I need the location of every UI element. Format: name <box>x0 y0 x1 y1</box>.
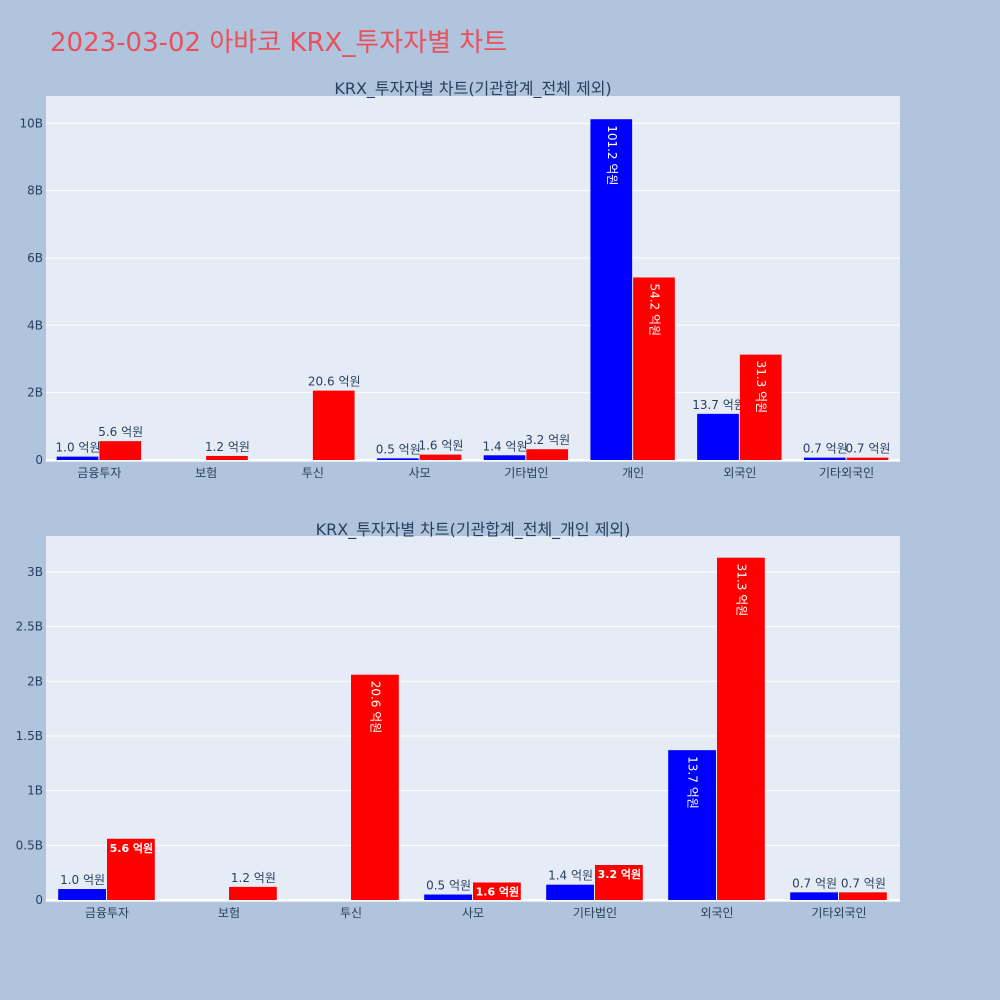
data-label: 1.2 억원 <box>205 440 250 454</box>
bar <box>633 277 675 460</box>
bar <box>526 449 569 460</box>
y-tick-label: 8B <box>27 184 43 198</box>
data-label: 0.7 억원 <box>803 442 848 456</box>
chart-1: KRX_투자자별 차트(기관합계_전체 제외) 0 2B 4B 6B 8B 10B 금융투자 1… <box>19 79 900 480</box>
data-label: 101.2 억원 <box>605 125 619 185</box>
data-label: 1.2 억원 <box>231 871 276 885</box>
data-label: 13.7 억원 <box>686 756 700 809</box>
x-tick-label: 금융투자 <box>85 906 129 920</box>
x-tick-label: 보험 <box>195 466 217 480</box>
data-label: 0.5 억원 <box>376 442 421 456</box>
data-label: 1.4 억원 <box>483 439 528 453</box>
bar <box>312 390 355 460</box>
bar <box>58 889 106 900</box>
bar <box>546 884 594 900</box>
y-tick-label: 2.5B <box>16 620 43 634</box>
y-tick-label: 0 <box>35 893 43 907</box>
bar <box>739 354 782 460</box>
data-label: 31.3 억원 <box>734 564 748 617</box>
x-tick-label: 사모 <box>462 906 484 920</box>
bar <box>697 413 739 460</box>
x-tick-label: 사모 <box>409 466 431 480</box>
data-label: 20.6 억원 <box>308 375 361 389</box>
y-tick-label: 0.5B <box>16 838 43 852</box>
y-tick-label: 6B <box>27 251 43 265</box>
y-tick-label: 4B <box>27 318 43 332</box>
x-tick-label: 보험 <box>218 906 240 920</box>
data-label: 1.0 억원 <box>56 441 101 455</box>
data-label: 0.7 억원 <box>792 876 837 890</box>
chart-title: KRX_투자자별 차트(기관합계_전체_개인 제외) <box>316 520 631 540</box>
bar <box>790 892 838 900</box>
data-label: 1.6 억원 <box>418 439 463 453</box>
data-label: 5.6 억원 <box>98 425 143 439</box>
data-label: 0.7 억원 <box>841 876 886 890</box>
bar <box>376 458 419 460</box>
bar <box>717 557 765 900</box>
bar <box>206 455 248 460</box>
x-tick-label: 투신 <box>302 466 324 480</box>
bar <box>351 674 399 900</box>
data-label: 1.6 억원 <box>476 885 520 899</box>
x-tick-label: 기타외국인 <box>819 466 874 480</box>
bar <box>595 865 643 900</box>
data-label: 0.5 억원 <box>426 879 471 893</box>
data-label: 20.6 억원 <box>368 681 382 734</box>
x-tick-label: 기타외국인 <box>811 906 866 920</box>
bar <box>473 882 521 900</box>
data-label: 31.3 억원 <box>754 361 768 414</box>
x-tick-label: 금융투자 <box>77 466 121 480</box>
bar <box>229 886 277 900</box>
chart-title: KRX_투자자별 차트(기관합계_전체 제외) <box>334 79 611 99</box>
data-label: 5.6 억원 <box>110 841 154 855</box>
chart-2: KRX_투자자별 차트(기관합계_전체_개인 제외) 0 0.5B 1B 1.5B 2B 2… <box>16 520 900 920</box>
bar <box>483 455 526 460</box>
y-tick-label: 10B <box>19 116 43 130</box>
data-label: 1.0 억원 <box>60 873 105 887</box>
plot-area <box>46 536 900 902</box>
bar <box>424 894 472 900</box>
bar <box>419 454 462 460</box>
y-tick-label: 3B <box>27 565 43 579</box>
data-label: 1.4 억원 <box>548 869 593 883</box>
y-tick-label: 2B <box>27 386 43 400</box>
data-label: 13.7 억원 <box>692 398 745 412</box>
bar <box>590 119 633 461</box>
data-label: 3.2 억원 <box>525 433 570 447</box>
x-tick-label: 기타법인 <box>504 466 548 480</box>
x-tick-label: 외국인 <box>723 466 756 480</box>
y-tick-label: 2B <box>27 674 43 688</box>
bar <box>803 457 846 460</box>
data-label: 54.2 억원 <box>647 283 661 336</box>
bar <box>668 750 716 900</box>
data-label: 0.7 억원 <box>845 442 890 456</box>
bar <box>846 457 889 460</box>
x-tick-label: 외국인 <box>700 906 733 920</box>
y-tick-label: 1.5B <box>16 729 43 743</box>
bar <box>839 892 887 900</box>
page-title: 2023-03-02 아바코 KRX_투자자별 차트 <box>50 28 508 58</box>
y-tick-label: 0 <box>35 453 43 467</box>
bar <box>99 441 142 460</box>
bar <box>107 838 155 900</box>
data-label: 3.2 억원 <box>598 867 642 881</box>
x-tick-label: 개인 <box>622 466 644 480</box>
bar <box>56 456 99 460</box>
x-tick-label: 기타법인 <box>573 906 617 920</box>
y-tick-label: 1B <box>27 784 43 798</box>
x-tick-label: 투신 <box>340 906 362 920</box>
